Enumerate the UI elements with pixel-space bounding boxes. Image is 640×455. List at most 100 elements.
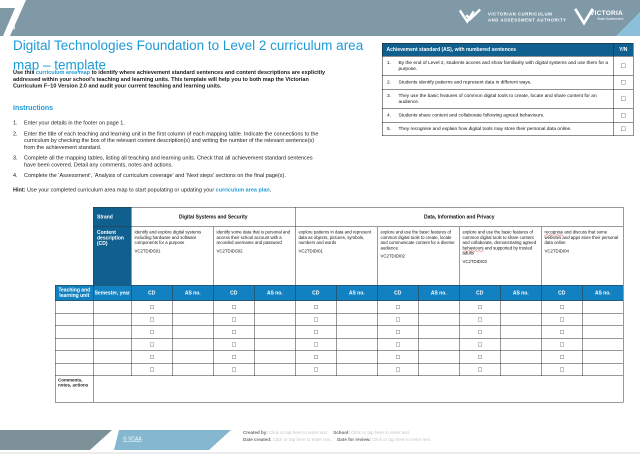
cd-checkbox[interactable] [313, 367, 318, 372]
cd-checkbox-cell [377, 300, 419, 314]
as-no-cell[interactable] [500, 350, 542, 364]
unit-name-cell[interactable] [55, 350, 94, 364]
cd-checkbox[interactable] [313, 354, 318, 359]
cd-checkbox[interactable] [149, 354, 154, 359]
as-no-cell[interactable] [500, 325, 542, 339]
cd-checkbox[interactable] [313, 317, 318, 322]
cd-checkbox[interactable] [477, 342, 482, 347]
as-no-cell[interactable] [582, 338, 624, 351]
cd-checkbox[interactable] [149, 342, 154, 347]
cd-checkbox[interactable] [231, 329, 236, 334]
as-no-cell[interactable] [336, 313, 378, 326]
cd-checkbox[interactable] [477, 317, 482, 322]
cd-checkbox[interactable] [477, 329, 482, 334]
as-no-cell[interactable] [336, 300, 378, 314]
as-no-cell[interactable] [253, 363, 296, 376]
cd-checkbox[interactable] [395, 304, 400, 309]
school-field[interactable]: Click or tap here to enter text. [351, 430, 411, 435]
semester-cell[interactable] [93, 363, 132, 376]
semester-cell[interactable] [93, 325, 132, 339]
cd-checkbox[interactable] [395, 317, 400, 322]
cd-checkbox[interactable] [559, 367, 564, 372]
as-no-cell[interactable] [172, 338, 214, 351]
cd-checkbox[interactable] [559, 329, 564, 334]
cd-checkbox[interactable] [559, 304, 564, 309]
as-no-cell[interactable] [253, 325, 296, 339]
cd-checkbox[interactable] [149, 317, 154, 322]
semester-cell[interactable] [93, 338, 132, 351]
cd-checkbox[interactable] [149, 367, 154, 372]
cd-checkbox[interactable] [559, 354, 564, 359]
cd-checkbox[interactable] [395, 354, 400, 359]
cd-checkbox[interactable] [477, 367, 482, 372]
yn-checkbox[interactable] [621, 63, 626, 69]
cd-checkbox[interactable] [395, 367, 400, 372]
yn-checkbox[interactable] [621, 126, 626, 132]
cd-checkbox[interactable] [559, 342, 564, 347]
curriculum-map-table: Strand Digital Systems and Security Data… [55, 207, 624, 403]
as-no-cell[interactable] [418, 350, 460, 364]
cd-checkbox[interactable] [395, 342, 400, 347]
as-no-cell[interactable] [253, 338, 296, 351]
unit-name-cell[interactable] [55, 313, 94, 326]
as-no-cell[interactable] [418, 325, 460, 339]
as-no-cell[interactable] [336, 363, 378, 376]
comments-entry-area[interactable] [92, 375, 624, 403]
cd-checkbox[interactable] [149, 304, 154, 309]
as-no-cell[interactable] [253, 313, 296, 326]
unit-name-cell[interactable] [55, 300, 94, 314]
cd-checkbox[interactable] [149, 329, 154, 334]
as-no-cell[interactable] [418, 300, 460, 314]
cd-checkbox[interactable] [231, 354, 236, 359]
unit-name-cell[interactable] [55, 338, 94, 351]
as-no-cell[interactable] [418, 338, 460, 351]
created-by-field[interactable]: Click or tap here to enter text. [269, 430, 329, 435]
yn-checkbox[interactable] [621, 96, 626, 102]
as-no-cell[interactable] [336, 325, 378, 339]
unit-name-cell[interactable] [55, 363, 94, 376]
cd-checkbox[interactable] [313, 342, 318, 347]
date-created-field[interactable]: Click or tap here to enter text. [272, 436, 332, 442]
as-no-cell[interactable] [582, 350, 624, 364]
semester-cell[interactable] [93, 350, 132, 364]
as-no-cell[interactable] [500, 300, 542, 314]
as-no-cell[interactable] [172, 350, 214, 364]
date-review-field[interactable]: Click or tap here to enter text. [372, 436, 432, 442]
as-no-cell[interactable] [582, 313, 624, 326]
vcaa-copyright-link[interactable]: © VCAA [123, 436, 142, 443]
cd-checkbox[interactable] [231, 304, 236, 309]
curriculum-area-plan-link[interactable]: curriculum area plan [215, 187, 270, 193]
as-no-cell[interactable] [582, 363, 624, 376]
cd-checkbox[interactable] [313, 304, 318, 309]
as-no-cell[interactable] [500, 338, 542, 351]
as-no-cell[interactable] [418, 313, 460, 326]
as-no-cell[interactable] [172, 325, 214, 339]
cd-checkbox[interactable] [477, 304, 482, 309]
as-no-cell[interactable] [336, 350, 378, 364]
semester-cell[interactable] [93, 300, 132, 314]
as-no-cell[interactable] [500, 313, 542, 326]
yn-checkbox[interactable] [621, 113, 626, 118]
as-no-cell[interactable] [582, 300, 624, 314]
cd-checkbox[interactable] [477, 354, 482, 359]
as-no-cell[interactable] [253, 350, 296, 364]
as-no-cell[interactable] [582, 325, 624, 339]
cd-checkbox[interactable] [231, 317, 236, 322]
cd-checkbox[interactable] [313, 329, 318, 334]
curriculum-area-map-link[interactable]: curriculum area map [35, 69, 91, 76]
cd-checkbox[interactable] [231, 367, 236, 372]
as-no-cell[interactable] [172, 300, 214, 314]
as-no-cell[interactable] [172, 313, 214, 326]
semester-cell[interactable] [93, 313, 132, 326]
cd-checkbox[interactable] [559, 317, 564, 322]
yn-checkbox[interactable] [621, 80, 626, 85]
as-no-cell[interactable] [418, 363, 460, 376]
as-sentence-number: 5. [387, 126, 392, 132]
as-no-cell[interactable] [253, 300, 296, 314]
cd-checkbox[interactable] [231, 342, 236, 347]
as-no-cell[interactable] [500, 363, 542, 376]
as-no-cell[interactable] [172, 363, 214, 376]
cd-checkbox[interactable] [395, 329, 400, 334]
unit-name-cell[interactable] [55, 325, 94, 339]
as-no-cell[interactable] [336, 338, 378, 351]
